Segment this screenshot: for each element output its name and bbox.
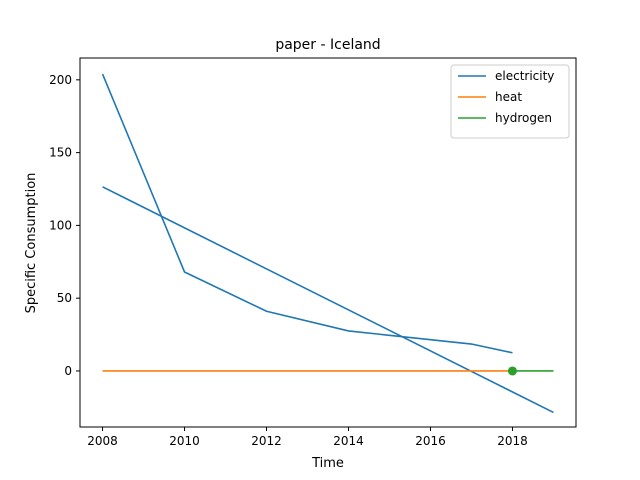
y-tick-label: 200 [49, 73, 72, 87]
x-tick-label: 2014 [333, 434, 364, 448]
y-tick-label: 150 [49, 146, 72, 160]
legend-label-hydrogen: hydrogen [495, 111, 552, 125]
x-tick-label: 2010 [169, 434, 200, 448]
legend-label-heat: heat [495, 90, 522, 104]
data-point-hydrogen [507, 366, 517, 376]
x-tick-label: 2008 [87, 434, 118, 448]
y-tick-label: 0 [64, 364, 72, 378]
x-axis-label: Time [311, 456, 344, 471]
y-axis-label: Specific Consumption [24, 173, 39, 314]
plot-frame [79, 57, 577, 428]
x-tick-label: 2018 [497, 434, 528, 448]
chart-title: paper - Iceland [275, 37, 380, 53]
y-axis: 0 50 100 150 200 [49, 73, 80, 378]
y-tick-label: 100 [49, 218, 72, 232]
x-tick-label: 2016 [415, 434, 446, 448]
x-tick-label: 2012 [251, 434, 282, 448]
legend: electricity heat hydrogen [450, 64, 570, 139]
plot-markers [507, 366, 517, 376]
series-line-electricity [102, 186, 554, 414]
legend-label-electricity: electricity [495, 69, 554, 83]
plot-lines [101, 73, 554, 414]
y-tick-label: 50 [57, 291, 72, 305]
series-line-electricity [101, 73, 513, 354]
legend-box [450, 64, 570, 139]
x-axis: 2008 2010 2012 2014 2016 2018 [87, 427, 528, 448]
